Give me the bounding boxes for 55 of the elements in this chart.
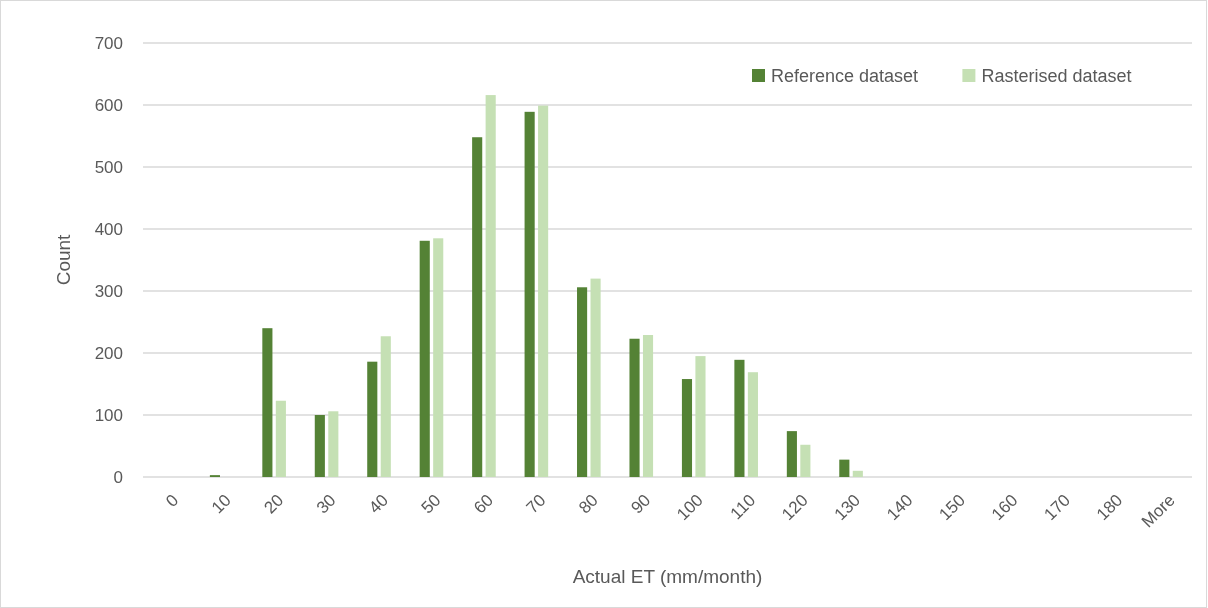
x-tick-label: 10 — [207, 490, 235, 518]
y-tick-label: 400 — [94, 219, 123, 239]
x-tick-label: 160 — [987, 490, 1022, 525]
legend-label: Reference dataset — [771, 66, 919, 87]
bar — [695, 356, 706, 477]
bar — [800, 444, 811, 477]
x-tick-label: 150 — [935, 490, 970, 525]
bar — [367, 361, 378, 477]
x-tick-label: 30 — [312, 490, 340, 518]
bar — [577, 287, 588, 477]
x-tick-label: 20 — [260, 490, 288, 518]
x-tick-label: 50 — [417, 490, 445, 518]
x-tick-label: 60 — [470, 490, 497, 518]
x-tick-label: 80 — [575, 490, 602, 518]
y-tick-label: 700 — [94, 33, 123, 53]
x-tick-label: 100 — [673, 490, 707, 525]
y-tick-label: 300 — [94, 281, 123, 301]
legend-label: Rasterised dataset — [981, 66, 1132, 87]
bar — [590, 278, 601, 477]
x-tick-label: 180 — [1092, 490, 1127, 525]
bar — [524, 111, 535, 477]
y-tick-label: 500 — [94, 157, 123, 177]
bar — [734, 359, 745, 477]
y-tick-label: 200 — [94, 343, 123, 363]
x-tick-label: 0 — [162, 490, 183, 511]
bar — [629, 338, 640, 477]
x-tick-label: 40 — [365, 490, 393, 518]
x-tick-label: 110 — [726, 490, 760, 524]
bar — [485, 95, 496, 477]
bar — [419, 240, 430, 477]
bar — [314, 415, 325, 477]
bar — [681, 379, 693, 477]
bar — [786, 431, 797, 477]
bar — [472, 137, 483, 477]
x-tick-label: 120 — [778, 490, 812, 525]
x-tick-label: 140 — [883, 490, 917, 525]
x-tick-label: 70 — [522, 490, 550, 518]
y-axis-title: Count — [53, 233, 74, 286]
y-tick-label: 100 — [94, 405, 123, 425]
x-tick-label: 130 — [830, 490, 865, 525]
bar — [380, 336, 391, 477]
bar — [433, 238, 444, 477]
bar — [275, 400, 286, 477]
bar — [538, 105, 549, 477]
bar — [262, 328, 273, 477]
x-axis-title: Actual ET (mm/month) — [572, 566, 763, 587]
bar — [839, 459, 850, 477]
y-tick-label: 600 — [94, 95, 123, 115]
bar — [852, 470, 863, 477]
bar — [747, 372, 758, 477]
y-tick-label: 0 — [113, 467, 123, 487]
bar — [328, 411, 339, 477]
x-tick-label: 170 — [1040, 490, 1074, 525]
x-tick-label: 90 — [627, 490, 655, 518]
bar — [642, 335, 654, 477]
